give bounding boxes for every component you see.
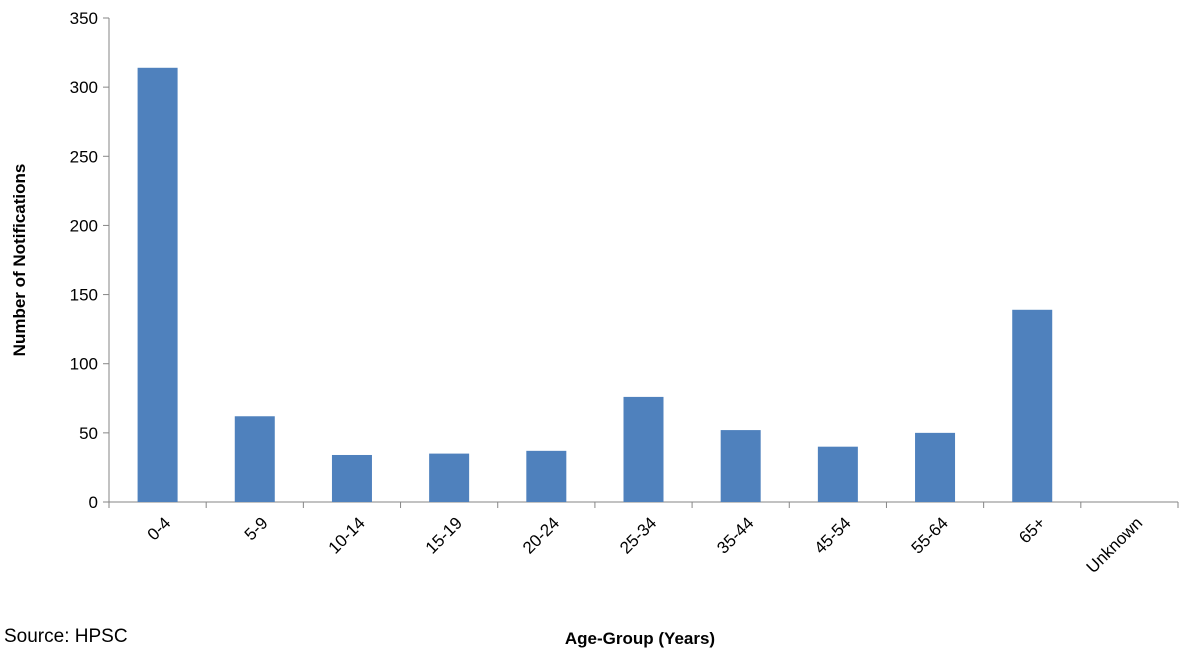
y-axis-title: Number of Notifications	[10, 164, 29, 357]
x-tick-label: 20-24	[519, 513, 563, 557]
y-tick-label: 50	[79, 424, 98, 443]
y-axis: 0 50 100 150 200 250 300 350	[70, 9, 110, 512]
x-tick-label: 45-54	[811, 513, 855, 557]
x-tick-label: 10-14	[325, 513, 369, 557]
y-tick-label: 250	[70, 147, 98, 166]
source-note: Source: HPSC	[4, 626, 128, 647]
bar	[234, 416, 275, 502]
bar	[720, 430, 761, 502]
bar	[526, 450, 567, 502]
x-tick-label: 15-19	[422, 513, 466, 557]
x-tick-label: 35-44	[713, 513, 757, 557]
x-tick-label: 55-64	[908, 513, 952, 557]
bar	[429, 453, 470, 502]
x-tick-label: 65+	[1015, 513, 1049, 547]
x-axis-title: Age-Group (Years)	[565, 629, 715, 648]
bar	[331, 454, 372, 502]
x-tick-label: Unknown	[1083, 513, 1147, 577]
x-tick-label: 5-9	[241, 513, 272, 544]
x-tick-label: 25-34	[616, 513, 660, 557]
y-tick-label: 100	[70, 355, 98, 374]
bar	[137, 67, 178, 502]
y-tick-label: 200	[70, 216, 98, 235]
bar	[915, 432, 956, 502]
y-tick-label: 0	[89, 493, 98, 512]
y-tick-label: 350	[70, 9, 98, 28]
bar	[1012, 309, 1053, 502]
x-axis: 0-4 5-9 10-14 15-19 20-24 25-34 35-44 45-54 55-6…	[108, 501, 1179, 577]
bars	[137, 67, 1053, 502]
bar	[817, 446, 858, 502]
bar	[623, 396, 664, 502]
y-tick-label: 150	[70, 286, 98, 305]
x-tick-label: 0-4	[144, 513, 175, 544]
y-tick-label: 300	[70, 78, 98, 97]
